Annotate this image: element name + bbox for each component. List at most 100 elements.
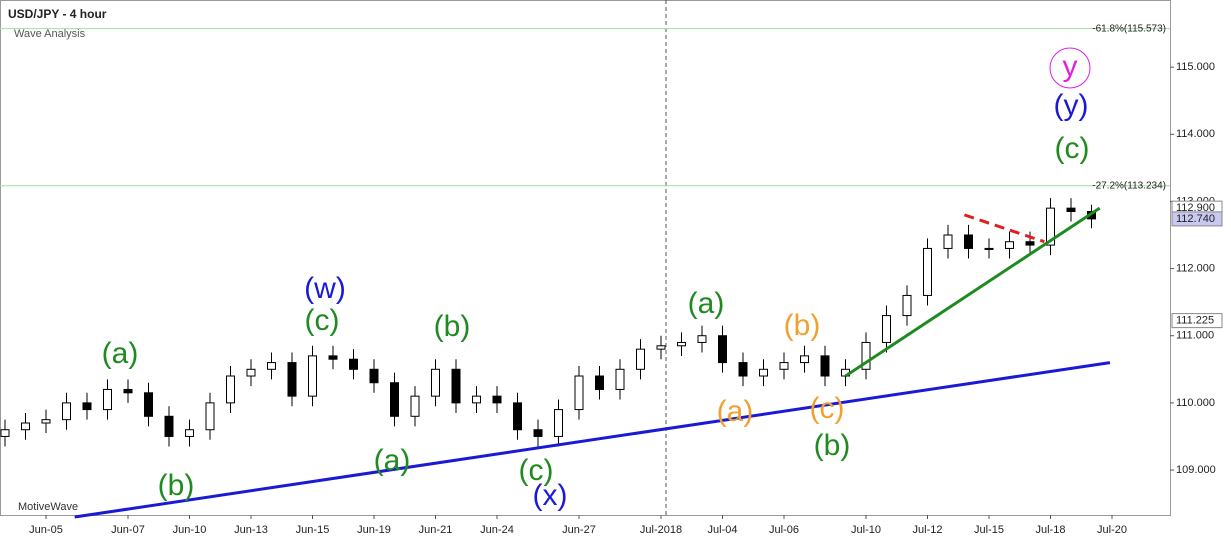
candle-body <box>636 348 645 370</box>
y-tick-label: 112.000 <box>1176 262 1215 274</box>
candle-body <box>820 355 830 377</box>
candle-body <box>697 335 707 343</box>
price-tag-label: 111.225 <box>1176 315 1214 327</box>
price-tag-label: 112.900 <box>1176 202 1215 214</box>
x-tick-label: Jun-21 <box>419 524 453 536</box>
candle-body <box>0 429 10 437</box>
candle-body <box>533 429 543 437</box>
candle-body <box>226 375 235 404</box>
watermark: MotiveWave <box>18 501 78 513</box>
wave-label: (c) <box>305 304 340 337</box>
wave-circle <box>1049 47 1091 89</box>
chart-title: USD/JPY - 4 hour <box>8 7 107 21</box>
x-tick-label: Jul-20 <box>1097 524 1127 536</box>
candle-body <box>144 392 153 417</box>
candle-body <box>861 341 871 370</box>
x-tick-label: Jun-15 <box>296 524 330 536</box>
wave-label: (b) <box>814 429 851 462</box>
candle-body <box>431 368 440 397</box>
candle-body <box>287 362 297 397</box>
wave-label: (b) <box>158 469 195 502</box>
wave-label: (y) <box>1054 89 1089 122</box>
candle-body <box>205 402 215 431</box>
x-tick-label: Jun-13 <box>234 524 268 536</box>
candle-body <box>882 315 891 343</box>
candle-body <box>779 362 789 370</box>
candle-body <box>923 247 932 296</box>
candle-body <box>513 402 522 431</box>
candle-body <box>472 395 481 404</box>
candle-body <box>390 382 399 417</box>
candle-body <box>1066 207 1076 213</box>
price-tag <box>1171 211 1223 227</box>
trend-line <box>963 213 1045 244</box>
x-tick-label: Jul-04 <box>708 524 738 536</box>
candle-body <box>677 341 686 347</box>
candle-body <box>1005 241 1014 249</box>
wave-label: (a) <box>717 395 754 428</box>
x-tick-label: Jun-27 <box>562 524 596 536</box>
x-tick-label: Jul-18 <box>1036 524 1066 536</box>
candle-body <box>718 335 727 364</box>
x-tick-label: Jun-05 <box>29 524 63 536</box>
wave-label: (w) <box>304 272 346 305</box>
x-tick-label: Jun-19 <box>357 524 391 536</box>
wave-label: (c) <box>519 454 554 487</box>
candle-body <box>964 234 973 249</box>
trend-line <box>844 206 1101 378</box>
plot-frame <box>0 0 1171 516</box>
wave-label: (b) <box>434 310 471 343</box>
price-tag-label: 112.740 <box>1176 213 1215 225</box>
candle-body <box>984 247 994 250</box>
y-tick-label: 111.000 <box>1176 330 1214 342</box>
candle-body <box>82 402 92 411</box>
wave-label: y <box>1063 50 1078 83</box>
chart-subtitle: Wave Analysis <box>14 28 86 40</box>
wave-label: (x) <box>533 479 568 512</box>
x-tick-label: Jul-2018 <box>640 524 682 536</box>
fib-label: -27.2%(113.234) <box>1092 180 1166 191</box>
candle-body <box>800 355 809 364</box>
x-tick-label: Jul-06 <box>769 524 799 536</box>
candle-body <box>328 355 338 360</box>
candle-body <box>615 368 625 390</box>
candle-body <box>103 388 112 411</box>
candle-body <box>349 358 358 370</box>
wave-label: (c) <box>810 392 845 425</box>
trend-line <box>74 361 1111 519</box>
candle-body <box>492 395 502 404</box>
x-tick-label: Jul-15 <box>974 524 1004 536</box>
fib-label: -61.8%(115.573) <box>1092 23 1166 34</box>
price-tag <box>1171 313 1223 329</box>
candle-body <box>164 415 174 437</box>
candle-body <box>123 388 133 394</box>
candle-body <box>902 294 912 317</box>
wave-label: (a) <box>102 337 139 370</box>
candle-body <box>185 429 194 437</box>
y-tick-label: 115.000 <box>1176 61 1215 73</box>
candle-body <box>943 234 953 249</box>
candle-body <box>410 395 420 417</box>
x-tick-label: Jul-10 <box>851 524 881 536</box>
candle-body <box>246 368 256 377</box>
candle-body <box>21 422 30 431</box>
y-tick-label: 110.000 <box>1176 397 1215 409</box>
wave-label: (b) <box>784 309 821 342</box>
candle-body <box>738 362 748 377</box>
candle-body <box>267 362 276 370</box>
candle-body <box>759 368 768 377</box>
candle-body <box>369 368 379 384</box>
wave-label: (a) <box>374 444 411 477</box>
candle-body <box>41 419 51 424</box>
wave-label: (a) <box>688 287 725 320</box>
wave-label: (c) <box>1055 132 1090 165</box>
candle-body <box>1046 207 1055 246</box>
candle-body <box>554 409 563 437</box>
candle-body <box>451 368 461 404</box>
candle-body <box>574 375 584 411</box>
x-tick-label: Jul-12 <box>913 524 943 536</box>
candle-body <box>62 402 71 421</box>
x-tick-label: Jun-07 <box>111 524 145 536</box>
